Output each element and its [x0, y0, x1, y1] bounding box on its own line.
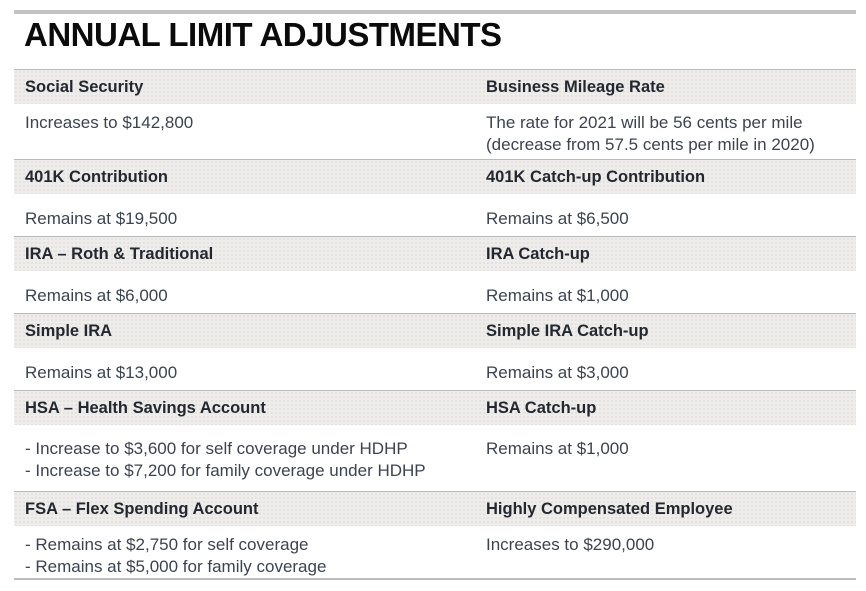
value-cell-simple-ira: Remains at $13,000	[14, 362, 475, 384]
table-header-row: Social Security Business Mileage Rate	[14, 69, 856, 104]
value-cell-social-security: Increases to $142,800	[14, 112, 475, 156]
value-cell-401k-catch-up: Remains at $6,500	[475, 208, 856, 230]
value-cell-highly-compensated-employee: Increases to $290,000	[475, 534, 856, 578]
value-cell-ira-catch-up: Remains at $1,000	[475, 285, 856, 307]
value-cell-business-mileage-rate: The rate for 2021 will be 56 cents per m…	[475, 112, 856, 156]
table-value-row: - Increase to $3,600 for self coverage u…	[14, 425, 856, 491]
value-cell-hsa-catch-up: Remains at $1,000	[475, 438, 856, 482]
table-value-row: Remains at $13,000 Remains at $3,000	[14, 348, 856, 390]
value-line: The rate for 2021 will be 56 cents per m…	[486, 113, 803, 132]
header-cell-simple-ira-catch-up: Simple IRA Catch-up	[486, 321, 649, 340]
value-line: Remains at $6,500	[486, 209, 629, 228]
value-line: Increases to $290,000	[486, 535, 655, 554]
header-cell-hsa: HSA – Health Savings Account	[25, 398, 266, 417]
value-line: Remains at $1,000	[486, 286, 629, 305]
header-cell-hsa-catch-up: HSA Catch-up	[486, 398, 597, 417]
limits-table: Social Security Business Mileage Rate In…	[14, 69, 856, 580]
value-line: - Increase to $3,600 for self coverage u…	[25, 439, 408, 458]
header-cell-simple-ira: Simple IRA	[25, 321, 113, 340]
table-value-row: - Remains at $2,750 for self coverage - …	[14, 526, 856, 578]
value-line: Remains at $6,000	[25, 286, 168, 305]
table-header-row: HSA – Health Savings Account HSA Catch-u…	[14, 390, 856, 425]
table-value-row: Remains at $19,500 Remains at $6,500	[14, 194, 856, 236]
value-line: - Increase to $7,200 for family coverage…	[25, 461, 426, 480]
table-value-row: Remains at $6,000 Remains at $1,000	[14, 271, 856, 313]
table-header-row: Simple IRA Simple IRA Catch-up	[14, 313, 856, 348]
value-line: Increases to $142,800	[25, 113, 194, 132]
value-cell-hsa: - Increase to $3,600 for self coverage u…	[14, 438, 475, 482]
value-line: - Remains at $2,750 for self coverage	[25, 535, 309, 554]
value-cell-401k-contribution: Remains at $19,500	[14, 208, 475, 230]
bottom-divider	[14, 578, 856, 580]
table-header-row: IRA – Roth & Traditional IRA Catch-up	[14, 236, 856, 271]
table-header-row: 401K Contribution 401K Catch-up Contribu…	[14, 159, 856, 194]
header-cell-401k-catch-up: 401K Catch-up Contribution	[486, 167, 706, 186]
top-divider	[14, 10, 856, 14]
value-line: (decrease from 57.5 cents per mile in 20…	[486, 135, 815, 154]
page-title: ANNUAL LIMIT ADJUSTMENTS	[24, 16, 502, 53]
table-value-row: Increases to $142,800 The rate for 2021 …	[14, 104, 856, 159]
header-cell-ira-catch-up: IRA Catch-up	[486, 244, 590, 263]
header-cell-business-mileage-rate: Business Mileage Rate	[486, 77, 665, 96]
value-cell-ira-roth-traditional: Remains at $6,000	[14, 285, 475, 307]
value-line: - Remains at $5,000 for family coverage	[25, 557, 327, 576]
table-header-row: FSA – Flex Spending Account Highly Compe…	[14, 491, 856, 526]
value-cell-fsa: - Remains at $2,750 for self coverage - …	[14, 534, 475, 578]
header-cell-highly-compensated-employee: Highly Compensated Employee	[486, 499, 733, 518]
value-cell-simple-ira-catch-up: Remains at $3,000	[475, 362, 856, 384]
value-line: Remains at $19,500	[25, 209, 178, 228]
value-line: Remains at $3,000	[486, 363, 629, 382]
header-cell-ira-roth-traditional: IRA – Roth & Traditional	[25, 244, 214, 263]
value-line: Remains at $1,000	[486, 439, 629, 458]
header-cell-social-security: Social Security	[25, 77, 144, 96]
header-cell-401k-contribution: 401K Contribution	[25, 167, 168, 186]
header-cell-fsa: FSA – Flex Spending Account	[25, 499, 259, 518]
value-line: Remains at $13,000	[25, 363, 178, 382]
